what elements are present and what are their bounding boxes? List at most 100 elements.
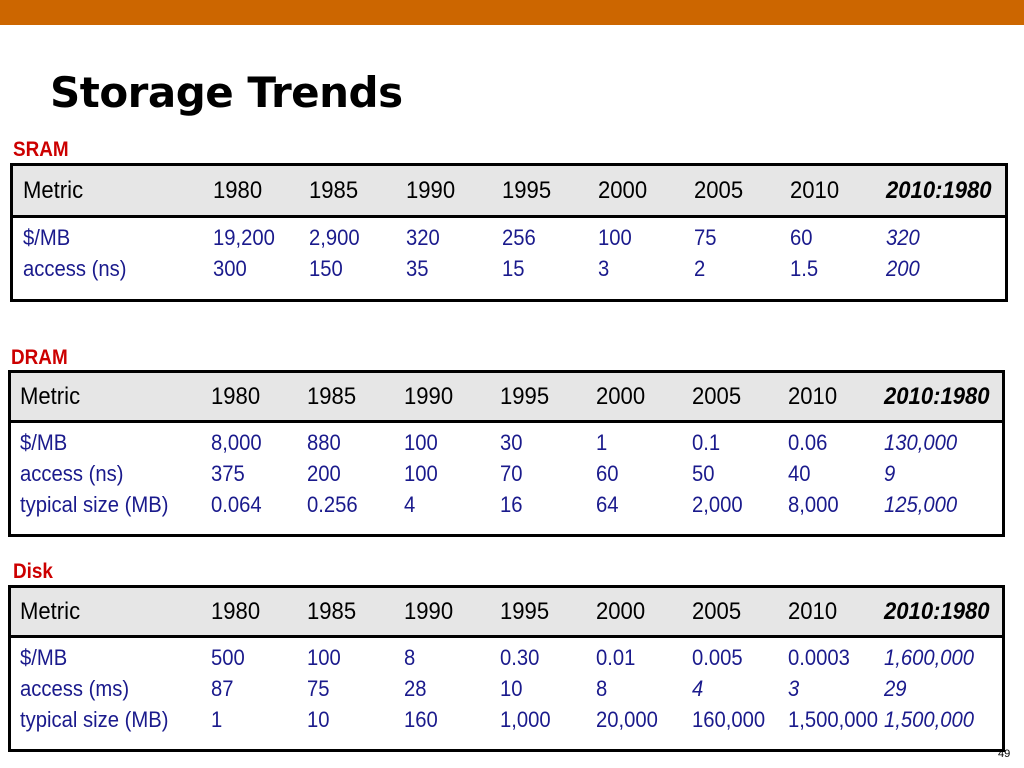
table-sram: Metric 1980 1985 1990 1995 2000 2005 2010 2010:1…: [10, 163, 1008, 302]
table-cell: 1,500,000: [884, 707, 975, 732]
table-cell: 100: [404, 461, 438, 486]
table-cell: 1: [596, 430, 608, 455]
section-label-disk: Disk: [13, 560, 53, 583]
table-cell: 35: [406, 256, 429, 281]
table-cell: 8: [596, 676, 608, 701]
table-cell: 100: [307, 645, 341, 670]
header-cell: 2005: [694, 176, 744, 204]
header-cell: 2010:1980: [884, 597, 990, 625]
row-metric-label: typical size (MB): [20, 707, 169, 732]
table-cell: 0.256: [307, 492, 358, 517]
row-metric-label: $/MB: [20, 430, 68, 455]
header-cell: 2005: [692, 597, 742, 625]
header-cell: 1995: [500, 597, 550, 625]
table-cell: 130,000: [884, 430, 958, 455]
table-cell: 0.06: [788, 430, 828, 455]
table-cell: 320: [406, 225, 440, 250]
row-metric-label: typical size (MB): [20, 492, 169, 517]
table-cell: 10: [500, 676, 523, 701]
table-cell: 2,900: [309, 225, 360, 250]
table-header-row: Metric 1980 1985 1990 1995 2000 2005 2010 2010:1…: [13, 166, 1005, 218]
table-cell: 0.0003: [788, 645, 850, 670]
table-cell: 19,200: [213, 225, 275, 250]
header-cell: 2000: [596, 597, 646, 625]
table-cell: 28: [404, 676, 427, 701]
row-metric-label: $/MB: [20, 645, 68, 670]
table-header-row: Metric 1980 1985 1990 1995 2000 2005 2010 2010:1…: [11, 588, 1002, 638]
table-dram: Metric 1980 1985 1990 1995 2000 2005 2010 2010:1…: [8, 370, 1005, 537]
table-cell: 100: [598, 225, 632, 250]
table-cell: 300: [213, 256, 247, 281]
header-cell: 2010: [788, 382, 838, 410]
table-cell: 2,000: [692, 492, 743, 517]
table-cell: 0.005: [692, 645, 743, 670]
table-cell: 16: [500, 492, 523, 517]
table-cell: 1,000: [500, 707, 551, 732]
table-cell: 375: [211, 461, 245, 486]
table-cell: 20,000: [596, 707, 658, 732]
header-cell: Metric: [23, 176, 84, 204]
table-cell: 0.01: [596, 645, 636, 670]
table-cell: 3: [598, 256, 610, 281]
header-cell: 1995: [500, 382, 550, 410]
table-cell: 1.5: [790, 256, 819, 281]
table-cell: 4: [692, 676, 704, 701]
table-cell: 1,600,000: [884, 645, 975, 670]
table-cell: 75: [694, 225, 717, 250]
header-cell: 1995: [502, 176, 552, 204]
slide-title: Storage Trends: [50, 68, 403, 117]
header-cell: 1990: [404, 382, 454, 410]
table-cell: 1,500,000: [788, 707, 879, 732]
table-cell: 3: [788, 676, 800, 701]
table-cell: 4: [404, 492, 416, 517]
header-cell: 1990: [404, 597, 454, 625]
header-cell: 1980: [213, 176, 263, 204]
header-cell: 2000: [596, 382, 646, 410]
header-cell: 1980: [211, 597, 261, 625]
table-cell: 8,000: [211, 430, 262, 455]
header-cell: 1985: [309, 176, 359, 204]
table-cell: 200: [886, 256, 920, 281]
table-cell: 8,000: [788, 492, 839, 517]
table-cell: 100: [404, 430, 438, 455]
table-cell: 2: [694, 256, 706, 281]
table-cell: 30: [500, 430, 523, 455]
top-accent-bar: [0, 0, 1024, 25]
header-cell: 2010:1980: [886, 176, 992, 204]
table-cell: 160,000: [692, 707, 766, 732]
table-cell: 60: [790, 225, 813, 250]
header-cell: 2010: [790, 176, 840, 204]
table-cell: 160: [404, 707, 438, 732]
table-cell: 880: [307, 430, 341, 455]
row-metric-label: access (ms): [20, 676, 130, 701]
table-cell: 40: [788, 461, 811, 486]
table-cell: 200: [307, 461, 341, 486]
section-label-sram: SRAM: [13, 138, 69, 161]
table-cell: 320: [886, 225, 920, 250]
table-header-row: Metric 1980 1985 1990 1995 2000 2005 2010 2010:1…: [11, 373, 1002, 423]
table-cell: 0.30: [500, 645, 540, 670]
table-cell: 125,000: [884, 492, 958, 517]
table-cell: 1: [211, 707, 223, 732]
header-cell: 1990: [406, 176, 456, 204]
header-cell: Metric: [20, 597, 81, 625]
header-cell: 2010: [788, 597, 838, 625]
header-cell: 2005: [692, 382, 742, 410]
header-cell: 1985: [307, 382, 357, 410]
row-metric-label: $/MB: [23, 225, 71, 250]
table-cell: 29: [884, 676, 907, 701]
table-disk: Metric 1980 1985 1990 1995 2000 2005 2010 2010:1…: [8, 585, 1005, 752]
header-cell: 1985: [307, 597, 357, 625]
table-cell: 70: [500, 461, 523, 486]
table-cell: 256: [502, 225, 536, 250]
row-metric-label: access (ns): [20, 461, 124, 486]
header-cell: 1980: [211, 382, 261, 410]
table-cell: 64: [596, 492, 619, 517]
table-cell: 9: [884, 461, 896, 486]
page-number: 49: [998, 748, 1011, 760]
header-cell: 2000: [598, 176, 648, 204]
table-cell: 15: [502, 256, 525, 281]
header-cell: Metric: [20, 382, 81, 410]
section-label-dram: DRAM: [11, 346, 68, 369]
table-cell: 87: [211, 676, 234, 701]
